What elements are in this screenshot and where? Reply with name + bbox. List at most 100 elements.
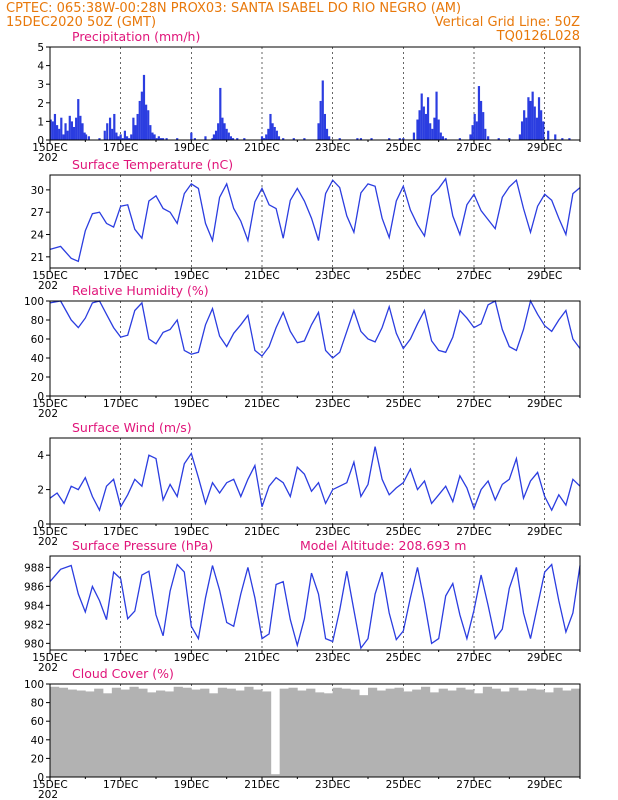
precip-bar bbox=[83, 132, 86, 140]
series-line bbox=[49, 563, 581, 650]
x-tick-label: 21DEC bbox=[244, 779, 279, 791]
cloud-bar bbox=[50, 686, 60, 777]
precip-bar bbox=[55, 125, 59, 140]
precip-bar bbox=[103, 130, 106, 140]
precip-bar bbox=[225, 128, 228, 140]
plot-frame bbox=[49, 437, 581, 525]
x-tick-label: 21DEC bbox=[244, 526, 279, 538]
precip-bar bbox=[508, 138, 511, 140]
y-tick-label: 60 bbox=[31, 334, 44, 346]
x-tick-label: 25DEC bbox=[386, 779, 421, 791]
precip-bar bbox=[161, 138, 165, 140]
cloud-bar bbox=[111, 687, 122, 777]
y-tick-label: 40 bbox=[31, 735, 44, 747]
x-tick-label: 19DEC bbox=[174, 652, 209, 664]
cloud-bar bbox=[288, 687, 298, 777]
precip-bar bbox=[402, 138, 405, 140]
precip-bar bbox=[193, 138, 196, 140]
cloud-bar bbox=[359, 695, 369, 777]
precip-bar bbox=[147, 110, 150, 140]
precip-bar bbox=[426, 97, 430, 140]
precip-bar bbox=[66, 130, 69, 140]
precip-bar bbox=[142, 74, 146, 140]
y-tick-label: 20 bbox=[31, 753, 44, 765]
precip-bar bbox=[561, 138, 564, 140]
x-tick-label: 15DEC bbox=[32, 652, 67, 664]
x-tick-label: 21DEC bbox=[244, 142, 279, 154]
x-tick-label: 17DEC bbox=[103, 526, 138, 538]
precip-bar bbox=[159, 138, 163, 140]
series-line bbox=[49, 299, 581, 359]
x-tick-label: 25DEC bbox=[386, 526, 421, 538]
y-tick-label: 980 bbox=[24, 638, 44, 650]
precip-bar bbox=[64, 123, 67, 140]
cloud-bar bbox=[421, 686, 431, 777]
x-tick-label: 25DEC bbox=[386, 398, 421, 410]
y-tick-label: 2 bbox=[37, 98, 44, 110]
cloud-bar bbox=[518, 690, 528, 777]
panel-title: Surface Temperature (nC) bbox=[72, 157, 233, 172]
precip-bar bbox=[359, 138, 363, 140]
cloud-bar bbox=[156, 690, 166, 777]
cloud-bar bbox=[403, 691, 413, 777]
precip-bar bbox=[77, 99, 80, 140]
header-line1: CPTEC: 065:38W-00:28N PROX03: SANTA ISAB… bbox=[6, 1, 461, 16]
precip-bar bbox=[518, 134, 522, 140]
precip-bar bbox=[140, 91, 143, 140]
precip-bar bbox=[115, 132, 118, 140]
series-line bbox=[49, 177, 581, 263]
precip-bar bbox=[529, 100, 532, 140]
cloud-bar bbox=[235, 690, 245, 777]
cloud-bar bbox=[491, 688, 501, 777]
cloud-bar bbox=[429, 692, 440, 777]
y-tick-label: 5 bbox=[37, 42, 44, 54]
precip-bar bbox=[117, 136, 120, 140]
precip-bar bbox=[540, 110, 543, 140]
x-tick-label: 27DEC bbox=[456, 652, 491, 664]
x-tick-label: 17DEC bbox=[103, 142, 138, 154]
panel-title: Precipitation (mm/h) bbox=[72, 29, 200, 44]
x-tick-label: 25DEC bbox=[386, 270, 421, 282]
x-tick-label: 17DEC bbox=[103, 270, 138, 282]
precip-bar bbox=[227, 132, 230, 140]
precip-bar bbox=[130, 134, 133, 140]
y-tick-label: 0 bbox=[37, 135, 44, 147]
cloud-bar bbox=[562, 690, 572, 777]
precip-bar bbox=[136, 113, 139, 140]
precip-bar bbox=[458, 138, 461, 140]
cloud-bar bbox=[474, 693, 484, 777]
cloud-bar bbox=[262, 691, 272, 777]
panel-title: Surface Pressure (hPa) bbox=[72, 538, 213, 553]
x-tick-label: 19DEC bbox=[174, 398, 209, 410]
cloud-bar bbox=[323, 693, 334, 777]
precip-bar bbox=[176, 138, 179, 140]
series-line bbox=[49, 446, 581, 512]
precip-bar bbox=[277, 136, 281, 140]
y-tick-label: 30 bbox=[31, 185, 44, 197]
x-tick-year: 202 bbox=[38, 152, 58, 164]
x-tick-year: 202 bbox=[38, 662, 58, 674]
precip-bar bbox=[84, 134, 88, 140]
cloud-bar bbox=[438, 688, 448, 777]
cloud-bar bbox=[544, 692, 554, 777]
precip-bar bbox=[484, 128, 487, 140]
precip-bar bbox=[542, 121, 545, 140]
panel-3: Relative Humidity (%) 0 20 40 60 80 100 15DEC 17… bbox=[24, 283, 581, 420]
cloud-bar bbox=[412, 689, 422, 777]
precip-bar bbox=[321, 80, 324, 140]
x-tick-year: 202 bbox=[38, 280, 58, 292]
x-tick-year: 202 bbox=[38, 789, 58, 800]
x-tick-label: 27DEC bbox=[456, 270, 491, 282]
precip-bar bbox=[204, 136, 207, 140]
y-tick-label: 0 bbox=[37, 391, 44, 403]
precip-bar bbox=[370, 138, 373, 140]
cloud-bar bbox=[209, 693, 219, 777]
cloud-bar bbox=[279, 688, 289, 777]
panel-title: Relative Humidity (%) bbox=[72, 283, 209, 298]
x-tick-label: 21DEC bbox=[244, 652, 279, 664]
precip-bar bbox=[554, 134, 557, 140]
y-tick-label: 3 bbox=[37, 79, 44, 91]
precip-bar bbox=[212, 134, 216, 140]
x-tick-label: 29DEC bbox=[527, 526, 562, 538]
